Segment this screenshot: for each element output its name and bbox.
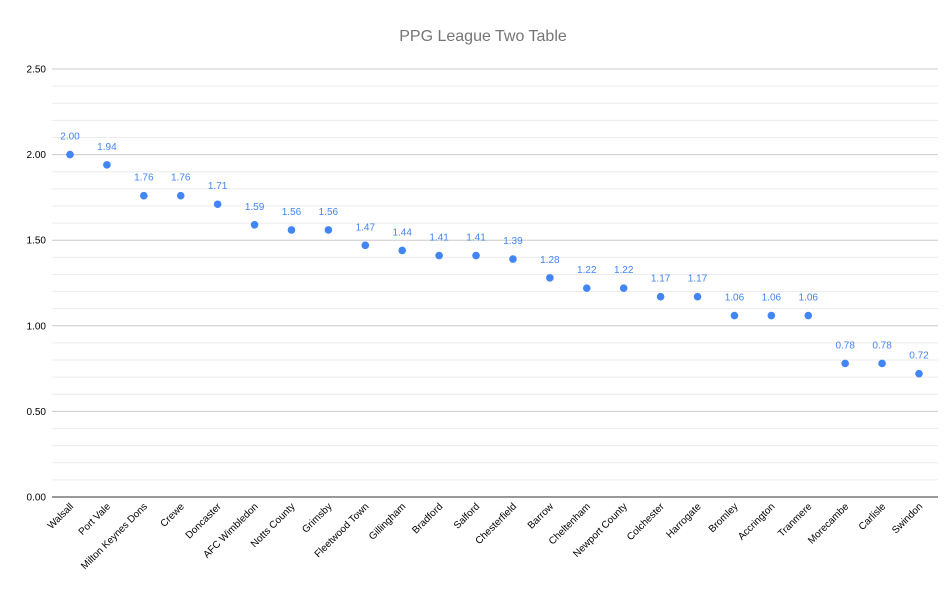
data-label: 1.22 <box>577 265 597 276</box>
y-tick-label: 1.50 <box>27 236 47 247</box>
x-tick-label: Grimsby <box>300 501 334 535</box>
x-tick-label: Port Vale <box>77 501 114 538</box>
data-point <box>140 191 148 200</box>
x-tick-label: Barrow <box>526 501 557 532</box>
x-tick-label: Swindon <box>890 501 925 536</box>
data-label: 1.56 <box>319 207 339 218</box>
data-label: 0.78 <box>835 340 855 351</box>
data-point <box>398 246 407 255</box>
data-point <box>324 226 333 234</box>
data-point <box>103 161 111 169</box>
data-label: 1.76 <box>134 173 154 184</box>
data-point <box>509 255 517 263</box>
data-point <box>582 284 591 292</box>
data-label: 0.72 <box>909 351 929 362</box>
y-tick-label: 0.50 <box>27 407 47 418</box>
data-point <box>287 226 296 234</box>
data-label: 1.06 <box>725 293 745 304</box>
data-label: 1.94 <box>97 142 117 153</box>
data-point <box>361 241 370 250</box>
data-points <box>66 150 923 378</box>
data-label: 1.41 <box>466 233 486 244</box>
x-tick-label: Gillingham <box>367 501 408 542</box>
data-label: 1.22 <box>614 265 634 276</box>
x-tick-label: Carlisle <box>857 501 889 533</box>
data-label: 1.56 <box>282 207 302 218</box>
data-point <box>878 359 886 368</box>
y-axis-ticks: 0.00 0.50 1.00 1.50 2.00 2.50 <box>27 65 47 504</box>
data-label: 1.59 <box>245 202 265 213</box>
data-point <box>435 251 443 260</box>
data-point <box>472 251 480 260</box>
data-label: 1.39 <box>503 236 523 247</box>
data-label: 1.17 <box>651 274 671 285</box>
data-point <box>915 369 923 378</box>
data-point <box>176 191 185 200</box>
y-tick-label: 0.00 <box>27 493 47 504</box>
data-point <box>213 200 222 209</box>
data-point <box>66 150 74 159</box>
chart-title: PPG League Two Table <box>399 28 567 45</box>
data-point <box>619 284 628 292</box>
x-tick-label: Colchester <box>625 501 667 543</box>
data-label: 1.41 <box>429 233 449 244</box>
data-point <box>250 220 259 229</box>
data-label: 1.17 <box>688 274 708 285</box>
data-point <box>841 359 849 368</box>
data-label: 1.28 <box>540 255 560 266</box>
data-label: 1.47 <box>356 222 376 233</box>
data-labels: 2.00 1.94 1.76 1.76 1.71 1.59 1.56 1.56 1.47 1.44… <box>60 132 929 362</box>
x-tick-label: Crewe <box>159 501 188 530</box>
x-tick-label: Bradford <box>410 501 445 536</box>
data-point <box>656 292 665 301</box>
data-label: 1.06 <box>799 293 819 304</box>
x-tick-label: Salford <box>452 501 482 531</box>
data-point <box>767 311 776 320</box>
x-tick-label: Bromley <box>707 501 741 535</box>
data-point <box>730 311 739 320</box>
x-tick-label: Walsall <box>46 501 76 531</box>
x-tick-label: Harrogate <box>664 501 704 541</box>
data-point <box>546 274 554 282</box>
gridlines <box>52 68 938 481</box>
x-tick-label: Accrington <box>736 501 777 542</box>
y-tick-label: 2.50 <box>27 65 47 76</box>
x-tick-label: Milton Keynes Dons <box>79 501 150 572</box>
data-label: 1.44 <box>392 227 412 238</box>
data-point <box>693 292 702 301</box>
y-tick-label: 2.00 <box>27 150 47 161</box>
data-label: 1.71 <box>208 181 228 192</box>
data-label: 2.00 <box>60 132 80 143</box>
data-label: 0.78 <box>872 340 892 351</box>
x-tick-label: Tranmere <box>776 501 814 539</box>
data-label: 1.76 <box>171 173 191 184</box>
data-label: 1.06 <box>762 293 782 304</box>
y-tick-label: 1.00 <box>27 321 47 332</box>
data-point <box>804 311 813 320</box>
